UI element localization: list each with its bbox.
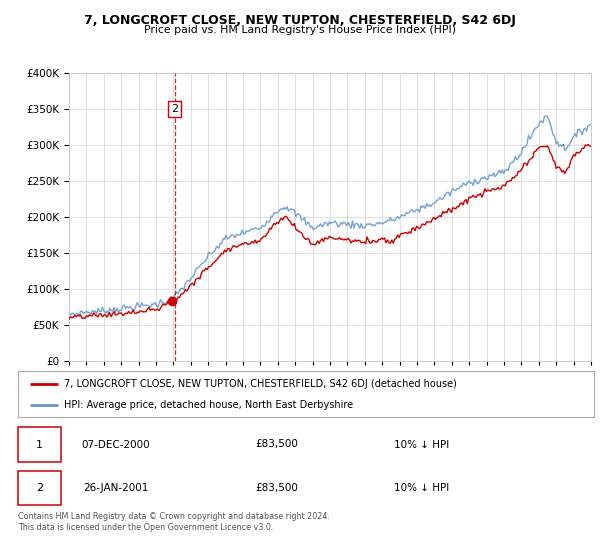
FancyBboxPatch shape <box>18 470 61 505</box>
Text: Price paid vs. HM Land Registry's House Price Index (HPI): Price paid vs. HM Land Registry's House … <box>144 25 456 35</box>
Text: £83,500: £83,500 <box>256 440 299 450</box>
Text: 2: 2 <box>171 104 178 114</box>
Text: 10% ↓ HPI: 10% ↓ HPI <box>394 440 449 450</box>
FancyBboxPatch shape <box>18 427 61 462</box>
Text: HPI: Average price, detached house, North East Derbyshire: HPI: Average price, detached house, Nort… <box>64 400 353 410</box>
Text: 10% ↓ HPI: 10% ↓ HPI <box>394 483 449 493</box>
Text: 26-JAN-2001: 26-JAN-2001 <box>83 483 149 493</box>
Text: £83,500: £83,500 <box>256 483 299 493</box>
Text: 7, LONGCROFT CLOSE, NEW TUPTON, CHESTERFIELD, S42 6DJ (detached house): 7, LONGCROFT CLOSE, NEW TUPTON, CHESTERF… <box>64 379 457 389</box>
Text: 07-DEC-2000: 07-DEC-2000 <box>82 440 150 450</box>
Text: 1: 1 <box>36 440 43 450</box>
Text: 7, LONGCROFT CLOSE, NEW TUPTON, CHESTERFIELD, S42 6DJ: 7, LONGCROFT CLOSE, NEW TUPTON, CHESTERF… <box>84 14 516 27</box>
Text: 2: 2 <box>36 483 43 493</box>
Text: Contains HM Land Registry data © Crown copyright and database right 2024.
This d: Contains HM Land Registry data © Crown c… <box>18 512 330 532</box>
